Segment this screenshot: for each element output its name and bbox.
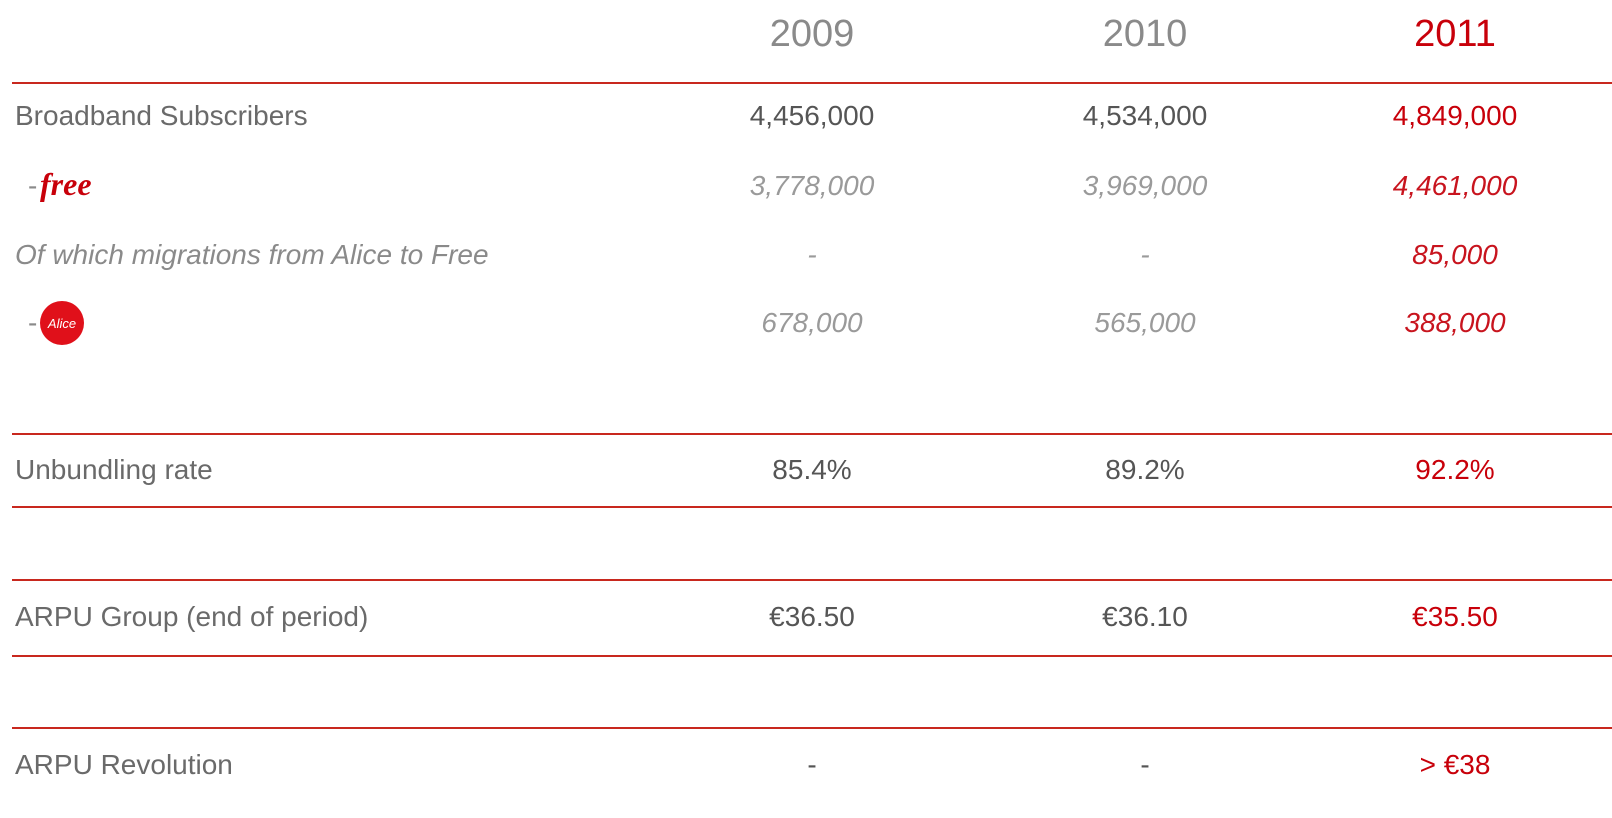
row-value: -: [1140, 749, 1150, 780]
row-value: 4,534,000: [1082, 100, 1208, 131]
year-header: 2010: [1102, 13, 1188, 55]
rule: [12, 82, 1612, 84]
rule: [12, 655, 1612, 657]
row-label: ARPU Revolution: [15, 749, 233, 780]
row-value: -: [1140, 239, 1150, 270]
row-value: 92.2%: [1415, 454, 1495, 485]
row-value: 678,000: [761, 307, 863, 338]
row-value: 3,969,000: [1082, 170, 1208, 201]
row-value: 565,000: [1094, 307, 1196, 338]
row-value: 4,461,000: [1392, 170, 1518, 201]
row-value: 4,849,000: [1392, 100, 1518, 131]
row-value: -: [807, 749, 817, 780]
year-header: 2011: [1414, 13, 1496, 55]
row-value: 4,456,000: [749, 100, 875, 131]
row-value: 3,778,000: [749, 170, 875, 201]
rule: [12, 506, 1612, 508]
row-value: 85,000: [1412, 239, 1498, 270]
rule: [12, 433, 1612, 435]
row-prefix: -: [28, 170, 38, 201]
row-value: 388,000: [1404, 307, 1506, 338]
row-label: Broadband Subscribers: [15, 100, 308, 131]
row-value: 89.2%: [1105, 454, 1185, 485]
row-value: 85.4%: [772, 454, 852, 485]
row-value: €36.10: [1102, 601, 1188, 632]
free-logo: free: [40, 166, 92, 202]
rule: [12, 727, 1612, 729]
row-value: €36.50: [769, 601, 855, 632]
row-label: Of which migrations from Alice to Free: [15, 239, 489, 270]
year-header: 2009: [769, 13, 855, 55]
alice-logo: Alice: [40, 301, 84, 345]
row-value: €35.50: [1412, 601, 1498, 632]
row-label: ARPU Group (end of period): [15, 601, 369, 632]
row-prefix: -: [28, 307, 38, 338]
row-value: > €38: [1419, 749, 1491, 780]
row-value: -: [807, 239, 817, 270]
rule: [12, 579, 1612, 581]
row-label: Unbundling rate: [15, 454, 213, 485]
